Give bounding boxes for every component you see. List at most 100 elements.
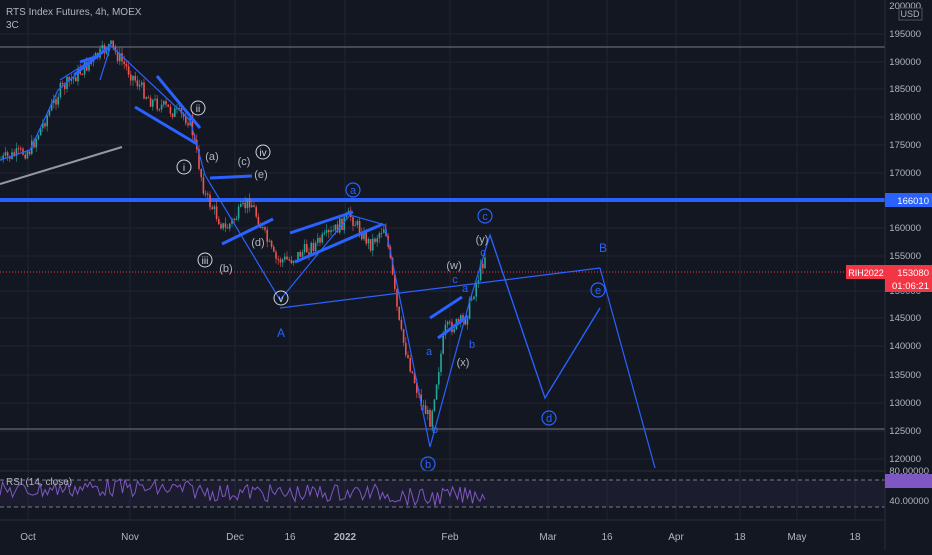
price-tick-label: 185000 — [889, 84, 921, 95]
time-tick-label: 16 — [284, 532, 296, 543]
label-iii: iii — [202, 256, 209, 267]
chart-legend: RTS Index Futures, 4h, MOEX 3C — [6, 6, 141, 32]
time-tick-label: 2022 — [334, 532, 357, 543]
label-paren-d: (d) — [251, 237, 264, 249]
axis-currency-unit: USD — [900, 9, 920, 19]
candle-body — [110, 40, 112, 45]
candle-body — [376, 238, 378, 242]
candle-body — [13, 152, 15, 157]
candle-body — [383, 229, 385, 234]
time-tick-label: May — [788, 532, 807, 543]
candle-body — [198, 149, 200, 170]
candle-body — [4, 152, 7, 156]
candle-body — [20, 148, 22, 150]
price-tick-label: 155000 — [889, 251, 921, 262]
candle-body — [477, 280, 480, 284]
candle-body — [2, 155, 4, 160]
candle-body — [59, 82, 62, 98]
price-tick-label: 130000 — [889, 398, 921, 409]
candle-body — [242, 202, 244, 205]
wave-lines[interactable] — [0, 44, 656, 469]
candle-body — [61, 82, 64, 84]
candle-body — [369, 239, 372, 251]
price-tick-label: 120000 — [889, 454, 921, 465]
candle-body — [363, 231, 365, 240]
candle-body — [413, 373, 416, 384]
label-i: i — [183, 163, 185, 174]
price-axis[interactable]: 200000 USD 195000 190000 185000 180000 17500… — [884, 0, 932, 550]
time-axis[interactable]: Oct Nov Dec 16 2022 Feb Mar 16 Apr 18 May 18 — [0, 519, 885, 543]
label-paren-y: (y) — [476, 234, 489, 246]
price-tick-label: 140000 — [889, 341, 921, 352]
label-a2: a — [462, 283, 469, 295]
candle-body — [178, 108, 180, 110]
candle-body — [101, 45, 103, 49]
candle-body — [396, 288, 398, 307]
candle-body — [53, 99, 55, 104]
candle-body — [259, 226, 262, 228]
candle-body — [220, 224, 222, 229]
label-paren-a: (a) — [205, 151, 218, 163]
time-tick-label: Nov — [121, 532, 139, 543]
price-tick-label: 160000 — [889, 223, 921, 234]
candle-body — [72, 77, 75, 80]
candle-body — [391, 257, 394, 275]
candle-body — [50, 103, 53, 111]
candle-body — [112, 40, 114, 47]
level-badge — [885, 193, 932, 207]
thick-trendlines[interactable] — [73, 44, 469, 340]
time-tick-label: 18 — [849, 532, 861, 543]
symbol-title[interactable]: RTS Index Futures, 4h, MOEX — [6, 7, 142, 18]
candle-body — [149, 98, 152, 107]
candle-body — [46, 115, 48, 127]
candle-body — [468, 299, 471, 319]
countdown-text: 01:06:21 — [892, 281, 929, 292]
candle-body — [121, 53, 123, 62]
label-paren-c: (c) — [238, 156, 251, 168]
candle-body — [343, 216, 345, 230]
candle-body — [422, 405, 425, 407]
rsi-panel[interactable] — [0, 470, 885, 508]
time-tick-label: Mar — [539, 532, 557, 543]
rsi-legend[interactable]: RSI (14, close) — [6, 477, 73, 488]
symbol-tag — [846, 265, 886, 279]
candle-body — [400, 319, 403, 330]
candle-body — [466, 318, 469, 325]
candle-body — [435, 384, 438, 400]
candle-body — [182, 113, 185, 117]
candle-body — [352, 217, 354, 226]
candle-body — [240, 204, 242, 207]
candle-body — [77, 68, 79, 82]
candle-body — [405, 342, 407, 356]
candle-body — [9, 156, 11, 159]
candle-body — [244, 202, 246, 209]
label-circ-a: a — [350, 185, 357, 197]
candle-body — [273, 246, 275, 252]
wave-labels: ii i iii iv v (a) (b) (c) (d) (e) (w) (x… — [176, 100, 607, 472]
candle-body — [440, 353, 442, 373]
candle-body — [213, 206, 216, 210]
candle-body — [303, 244, 306, 253]
candle-body — [312, 242, 315, 252]
candle-body — [286, 256, 288, 260]
gray-trendline[interactable] — [0, 146, 123, 185]
candle-body — [165, 101, 167, 105]
candle-body — [310, 242, 312, 255]
label-iv: iv — [259, 148, 266, 159]
candle-body — [167, 104, 169, 107]
candle-body — [270, 240, 273, 247]
candle-body — [231, 218, 233, 224]
candle-body — [123, 61, 125, 64]
candle-body — [17, 148, 20, 150]
candle-body — [39, 128, 42, 136]
candle-body — [180, 108, 183, 114]
candle-body — [251, 205, 253, 208]
candle-body — [233, 218, 235, 220]
candle-body — [336, 224, 339, 233]
time-tick-label: 16 — [601, 532, 613, 543]
candle-body — [44, 123, 46, 127]
label-circ-e: e — [595, 285, 601, 297]
